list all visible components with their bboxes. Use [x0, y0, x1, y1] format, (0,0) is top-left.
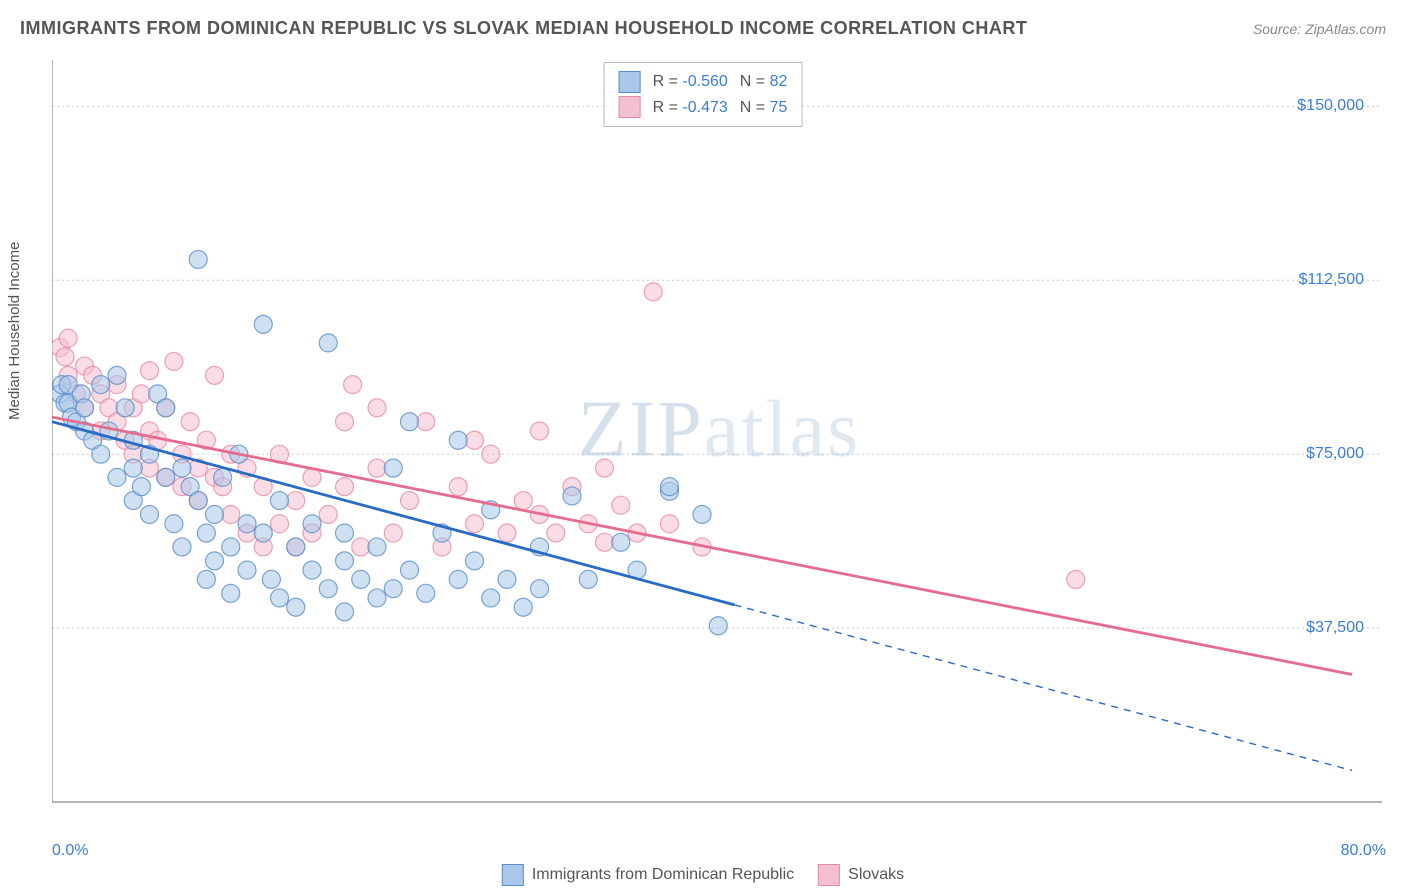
y-axis-label: Median Household Income	[6, 242, 23, 420]
legend-swatch-2	[619, 96, 641, 118]
legend-swatch-1	[619, 71, 641, 93]
y-tick-label: $37,500	[1306, 619, 1364, 637]
legend-item-1: Immigrants from Dominican Republic	[502, 864, 794, 886]
y-tick-label: $150,000	[1297, 97, 1364, 115]
legend-row-series-2: R = -0.473 N = 75	[619, 95, 788, 121]
chart-area: ZIPatlas $37,500$75,000$112,500$150,000	[52, 60, 1386, 830]
y-tick-label: $112,500	[1298, 271, 1364, 289]
legend-bottom-swatch-2	[818, 864, 840, 886]
correlation-legend: R = -0.560 N = 82 R = -0.473 N = 75	[604, 62, 803, 127]
x-axis-min-label: 0.0%	[52, 842, 88, 860]
r-value-1: -0.560	[682, 73, 727, 90]
chart-title: IMMIGRANTS FROM DOMINICAN REPUBLIC VS SL…	[20, 18, 1027, 39]
series-legend: Immigrants from Dominican Republic Slova…	[502, 864, 904, 886]
n-value-2: 75	[770, 99, 788, 116]
legend-label-1: Immigrants from Dominican Republic	[532, 866, 794, 884]
legend-row-series-1: R = -0.560 N = 82	[619, 69, 788, 95]
source-attribution: Source: ZipAtlas.com	[1253, 21, 1386, 37]
legend-item-2: Slovaks	[818, 864, 904, 886]
y-tick-label: $75,000	[1306, 445, 1364, 463]
r-value-2: -0.473	[682, 99, 727, 116]
n-value-1: 82	[770, 73, 788, 90]
x-axis-max-label: 80.0%	[1341, 842, 1386, 860]
legend-bottom-swatch-1	[502, 864, 524, 886]
legend-label-2: Slovaks	[848, 866, 904, 884]
scatter-plot-svg	[52, 60, 1386, 830]
